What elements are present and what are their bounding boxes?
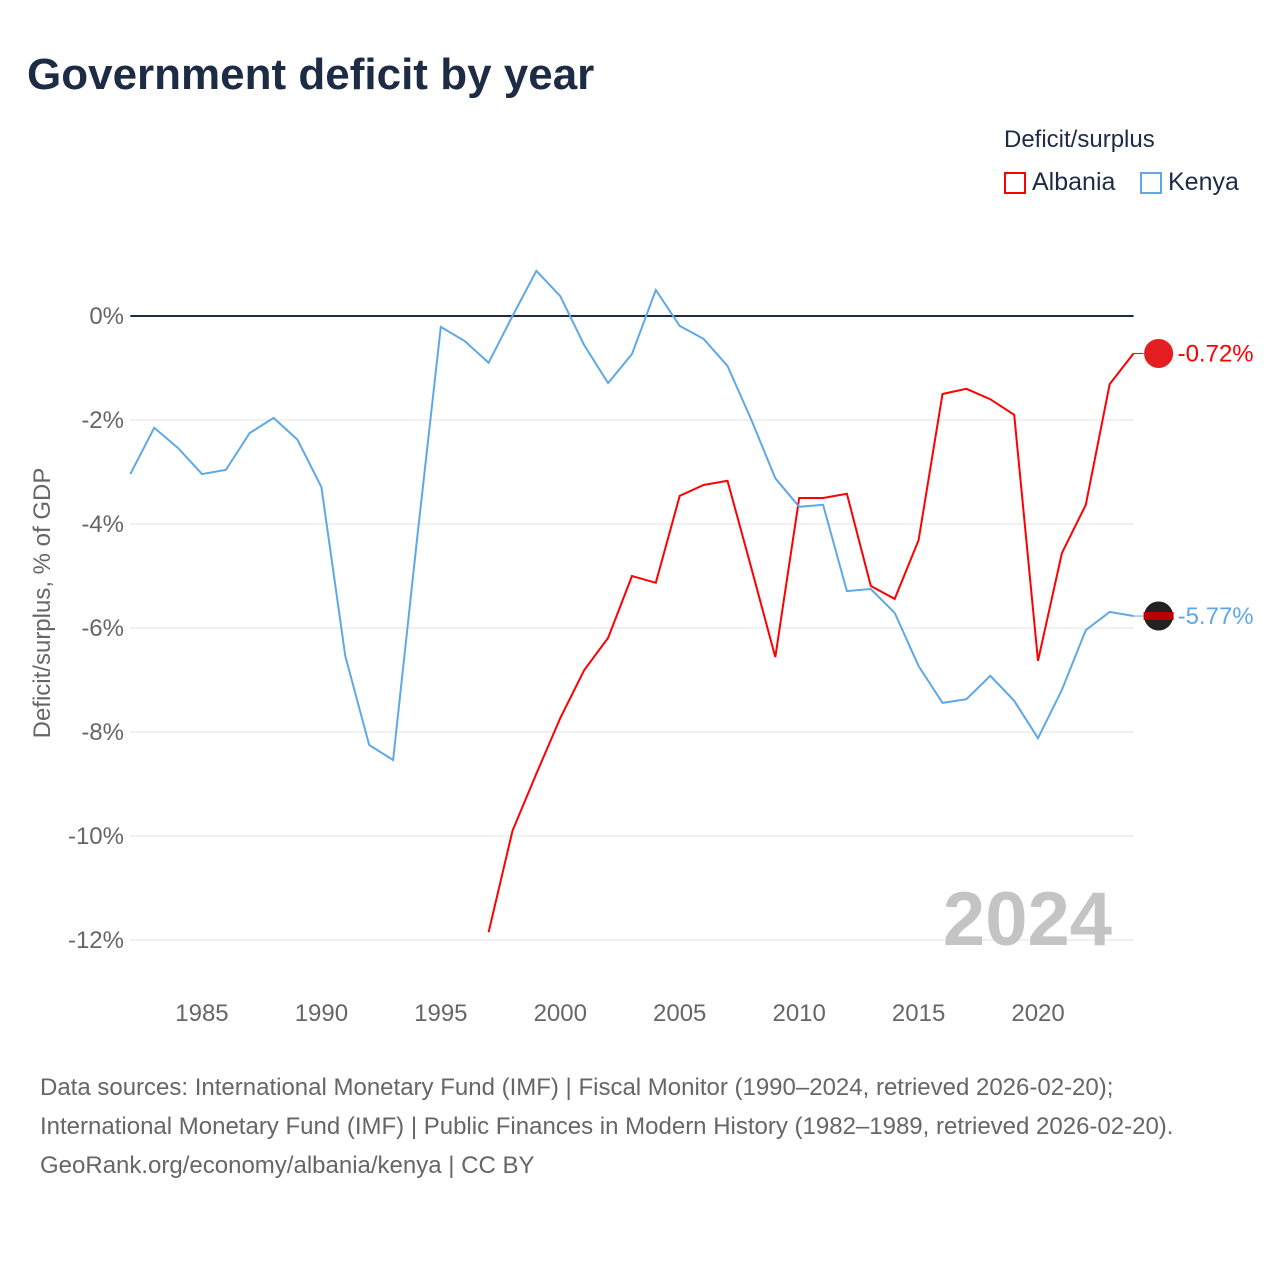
y-tick-label: -4%: [81, 511, 124, 538]
year-watermark: 2024: [943, 877, 1112, 962]
x-tick-label: 2015: [892, 1000, 945, 1027]
x-tick-label: 1985: [175, 1000, 228, 1027]
x-tick-label: 2000: [534, 1000, 587, 1027]
y-tick-label: -2%: [81, 407, 124, 434]
legend-title: Deficit/surplus: [1004, 126, 1155, 153]
legend-swatch-albania: [1004, 171, 1026, 194]
legend-item-albania[interactable]: Albania: [1004, 168, 1115, 197]
plot-area: 2020 2015 2010 2005 2000 1995 1990 1985 -12% -10%…: [29, 269, 1254, 1027]
y-tick-label: -12%: [68, 927, 124, 954]
series-line-kenya[interactable]: [129, 269, 1134, 762]
end-value-label-kenya: -5.77%: [1178, 603, 1254, 630]
y-tick-label: 0%: [89, 303, 124, 330]
legend-label-kenya: Kenya: [1168, 168, 1239, 196]
x-tick-label: 2005: [653, 1000, 706, 1027]
data-sources: Data sources: International Monetary Fun…: [40, 1074, 1174, 1140]
x-tick-label: 1995: [414, 1000, 467, 1027]
y-tick-label: -10%: [68, 823, 124, 850]
footer: Data sources: International Monetary Fun…: [40, 1068, 1240, 1185]
y-tick-label: -6%: [81, 615, 124, 642]
chart-title: Government deficit by year: [27, 50, 595, 99]
x-tick-label: 1990: [295, 1000, 348, 1027]
flag-stripe: [1143, 612, 1174, 621]
legend-label-albania: Albania: [1032, 168, 1116, 196]
legend-swatch-kenya: [1140, 171, 1162, 194]
series-line-albania[interactable]: [487, 352, 1135, 933]
y-axis-label: Deficit/surplus, % of GDP: [29, 468, 56, 739]
x-tick-label: 2010: [772, 1000, 825, 1027]
credit-link[interactable]: GeoRank.org/economy/albania/kenya | CC B…: [40, 1152, 535, 1179]
end-value-label-albania: -0.72%: [1178, 340, 1254, 367]
y-tick-label: -8%: [81, 719, 124, 746]
flag-icon-albania: [1143, 337, 1175, 369]
x-tick-label: 2020: [1011, 1000, 1064, 1027]
legend-item-kenya[interactable]: Kenya: [1140, 168, 1239, 197]
